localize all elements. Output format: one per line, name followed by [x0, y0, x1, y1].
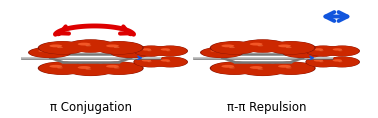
Ellipse shape [333, 48, 342, 51]
Ellipse shape [210, 41, 259, 55]
Ellipse shape [85, 68, 91, 70]
Ellipse shape [324, 57, 360, 67]
Ellipse shape [57, 47, 63, 48]
Ellipse shape [57, 67, 63, 69]
Ellipse shape [338, 61, 342, 62]
Ellipse shape [268, 41, 314, 54]
Ellipse shape [85, 45, 91, 46]
Text: π Conjugation: π Conjugation [50, 101, 132, 114]
Ellipse shape [67, 63, 114, 76]
Ellipse shape [161, 48, 170, 51]
Text: π-π Repulsion: π-π Repulsion [227, 101, 306, 114]
Ellipse shape [239, 63, 286, 76]
Ellipse shape [147, 50, 152, 51]
Ellipse shape [210, 61, 259, 75]
Ellipse shape [238, 39, 287, 53]
Ellipse shape [324, 46, 360, 56]
Ellipse shape [66, 63, 115, 76]
Ellipse shape [94, 41, 144, 55]
Ellipse shape [134, 46, 168, 56]
Ellipse shape [38, 61, 87, 75]
Ellipse shape [266, 61, 316, 75]
Ellipse shape [211, 62, 258, 75]
Ellipse shape [38, 41, 87, 55]
Ellipse shape [282, 47, 325, 58]
Ellipse shape [39, 41, 86, 54]
Ellipse shape [133, 46, 169, 56]
Ellipse shape [134, 57, 168, 67]
Ellipse shape [222, 65, 234, 68]
Ellipse shape [120, 50, 132, 52]
Ellipse shape [78, 66, 91, 69]
Ellipse shape [67, 40, 114, 52]
Ellipse shape [286, 47, 292, 48]
Ellipse shape [229, 47, 235, 48]
Ellipse shape [333, 59, 342, 62]
Ellipse shape [278, 65, 291, 68]
Ellipse shape [286, 67, 292, 69]
Ellipse shape [325, 46, 359, 56]
Ellipse shape [166, 50, 170, 51]
Ellipse shape [106, 65, 119, 68]
Ellipse shape [153, 46, 187, 56]
Ellipse shape [96, 62, 143, 75]
Ellipse shape [114, 47, 120, 48]
Ellipse shape [106, 44, 119, 47]
Ellipse shape [50, 44, 62, 47]
Ellipse shape [96, 41, 143, 54]
Ellipse shape [250, 66, 263, 69]
Ellipse shape [66, 39, 115, 53]
Ellipse shape [94, 61, 144, 75]
Ellipse shape [127, 52, 132, 53]
Ellipse shape [305, 46, 341, 56]
Ellipse shape [268, 62, 314, 75]
Ellipse shape [314, 48, 323, 51]
Ellipse shape [222, 44, 234, 47]
Ellipse shape [153, 57, 187, 67]
Ellipse shape [325, 57, 359, 67]
Ellipse shape [201, 47, 243, 58]
Ellipse shape [306, 57, 340, 67]
Ellipse shape [152, 57, 188, 67]
Ellipse shape [314, 59, 323, 62]
Ellipse shape [28, 47, 72, 58]
Ellipse shape [257, 68, 263, 70]
Ellipse shape [152, 46, 188, 56]
Ellipse shape [257, 45, 263, 46]
Ellipse shape [211, 41, 258, 54]
Ellipse shape [133, 57, 169, 67]
Ellipse shape [142, 59, 151, 62]
Ellipse shape [111, 47, 152, 58]
Ellipse shape [338, 50, 342, 51]
Ellipse shape [305, 57, 341, 67]
Ellipse shape [292, 50, 304, 52]
Ellipse shape [239, 40, 286, 52]
Ellipse shape [50, 65, 62, 68]
Ellipse shape [306, 46, 340, 56]
Ellipse shape [142, 48, 151, 51]
Ellipse shape [45, 52, 50, 53]
Ellipse shape [217, 52, 222, 53]
Ellipse shape [110, 47, 153, 58]
Ellipse shape [319, 61, 324, 62]
Ellipse shape [319, 50, 324, 51]
Ellipse shape [250, 43, 263, 46]
Ellipse shape [238, 63, 287, 76]
Ellipse shape [278, 44, 291, 47]
Ellipse shape [161, 59, 170, 62]
Ellipse shape [166, 61, 170, 62]
Ellipse shape [114, 67, 120, 69]
Ellipse shape [29, 47, 71, 58]
Ellipse shape [78, 43, 91, 46]
Ellipse shape [266, 41, 316, 55]
Ellipse shape [229, 67, 235, 69]
Ellipse shape [200, 47, 244, 58]
Ellipse shape [210, 50, 222, 52]
Ellipse shape [299, 52, 304, 53]
Ellipse shape [38, 50, 50, 52]
Ellipse shape [147, 61, 152, 62]
Ellipse shape [39, 62, 86, 75]
Ellipse shape [283, 47, 324, 58]
